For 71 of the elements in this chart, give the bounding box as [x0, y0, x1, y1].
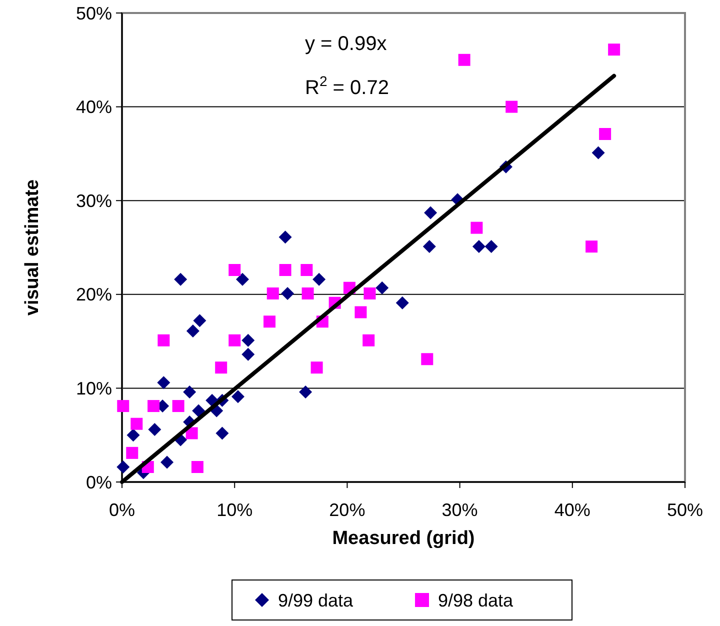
point — [278, 230, 292, 244]
legend-label: 9/99 data — [278, 590, 354, 610]
point — [599, 128, 612, 140]
point — [157, 376, 170, 390]
point — [608, 44, 620, 56]
point — [148, 400, 160, 412]
point — [228, 264, 241, 276]
point — [470, 222, 483, 234]
x-axis-title: Measured (grid) — [332, 528, 475, 549]
x-tick-label: 40% — [554, 500, 590, 520]
y-tick-label: 40% — [76, 97, 112, 118]
point — [279, 264, 292, 276]
point — [174, 272, 188, 286]
annotation: y = 0.99x — [305, 33, 387, 55]
annotation: R$^{2}$ = 0.72 — [305, 73, 389, 99]
y-tick-label: 10% — [76, 378, 112, 398]
legend-label: 9/98 data — [438, 590, 514, 610]
x-tick-label: 50% — [666, 500, 704, 520]
point — [130, 418, 143, 430]
point — [424, 206, 438, 220]
x-tick-label: 20% — [329, 500, 366, 520]
point — [264, 316, 276, 328]
point — [281, 286, 294, 300]
x-tick-label: 30% — [442, 500, 478, 520]
point — [215, 362, 228, 374]
point — [300, 264, 313, 276]
point — [299, 385, 312, 398]
point — [117, 400, 130, 412]
point — [484, 240, 498, 254]
point — [458, 54, 470, 66]
point — [242, 334, 255, 347]
point — [586, 240, 598, 253]
point — [186, 324, 200, 338]
y-tick-label: 30% — [76, 190, 112, 211]
point — [126, 428, 140, 442]
x-tick-label: 0% — [108, 500, 136, 520]
point — [160, 456, 174, 469]
point — [310, 362, 323, 374]
point — [116, 460, 130, 474]
point — [186, 427, 198, 440]
y-axis-title: visual estimate — [22, 179, 43, 316]
point — [242, 348, 255, 361]
point — [236, 272, 249, 286]
point — [302, 287, 314, 300]
point — [191, 460, 204, 473]
y-tick-label: 50% — [76, 3, 112, 24]
y-tick-label: 0% — [86, 472, 112, 492]
point — [422, 240, 436, 254]
point — [126, 446, 138, 459]
point — [216, 426, 229, 440]
point — [266, 287, 279, 300]
point — [506, 100, 518, 113]
point — [312, 272, 326, 286]
point — [376, 281, 389, 294]
point — [148, 422, 162, 436]
point — [362, 334, 375, 346]
point — [193, 314, 206, 328]
point — [364, 287, 376, 300]
point — [158, 334, 170, 346]
x-tick-label: 10% — [216, 500, 253, 520]
point — [228, 334, 241, 346]
point — [172, 400, 184, 412]
point — [472, 240, 486, 254]
point — [231, 390, 244, 404]
point — [354, 306, 367, 318]
point — [396, 296, 409, 310]
y-tick-label: 20% — [76, 284, 112, 305]
point — [592, 146, 605, 160]
point — [421, 353, 434, 366]
point — [183, 385, 196, 398]
point — [192, 404, 206, 418]
